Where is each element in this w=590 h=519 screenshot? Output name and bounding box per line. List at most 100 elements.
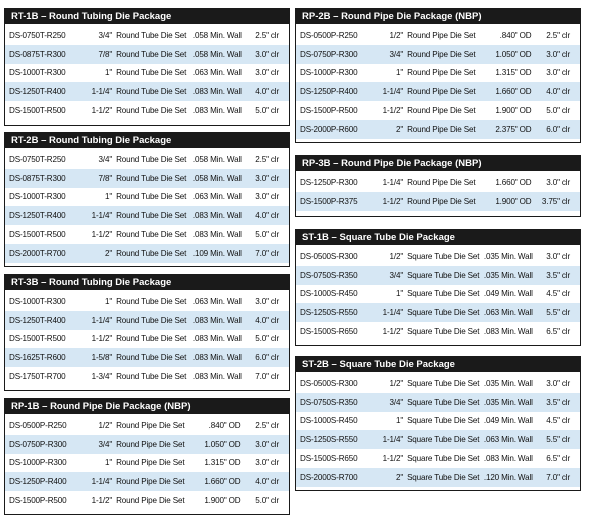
- clearance-cell: 7.0" clr: [242, 367, 289, 386]
- panel-title: RP-1B – Round Pipe Die Package (NBP): [5, 399, 289, 416]
- table-row: DS-0500S-R300 1/2" Square Tube Die Set .035…: [296, 247, 580, 266]
- size-cell: 7/8": [80, 44, 115, 64]
- description-cell: Round Tube Die Set: [114, 348, 193, 368]
- description-cell: Square Tube Die Set: [405, 392, 484, 412]
- clearance-cell: 3.75" clr: [533, 191, 580, 211]
- spec-cell: .083 Min. Wall: [192, 206, 243, 226]
- size-cell: 1": [80, 187, 115, 207]
- panel-title: RT-1B – Round Tubing Die Package: [5, 9, 289, 26]
- description-cell: Square Tube Die Set: [405, 303, 484, 323]
- part-number-cell: DS-1500P-R375: [296, 191, 372, 211]
- size-cell: 1-1/2": [371, 191, 406, 211]
- table-row: DS-0750S-R350 3/4" Square Tube Die Set .035…: [296, 392, 580, 412]
- description-cell: Round Tube Die Set: [114, 82, 193, 102]
- clearance-cell: 5.5" clr: [533, 303, 580, 323]
- part-number-cell: DS-0750T-R250: [5, 150, 81, 169]
- spec-cell: 1.900" OD: [483, 101, 534, 120]
- description-cell: Square Tube Die Set: [405, 430, 484, 450]
- spec-cell: .058 Min. Wall: [192, 150, 243, 169]
- panel-title: ST-2B – Square Tube Die Package: [296, 357, 580, 374]
- part-number-cell: DS-1000P-R300: [296, 63, 372, 83]
- part-number-cell: DS-0500S-R300: [296, 247, 372, 266]
- part-number-cell: DS-0875T-R300: [5, 168, 81, 188]
- description-cell: Round Pipe Die Set: [114, 491, 193, 510]
- part-number-cell: DS-0500P-R250: [5, 416, 81, 435]
- clearance-cell: 3.0" clr: [533, 63, 580, 83]
- spec-cell: .035 Min. Wall: [483, 247, 534, 266]
- spec-cell: .083 Min. Wall: [192, 101, 243, 120]
- size-cell: 1/2": [80, 416, 115, 435]
- table-row: DS-1500P-R500 1-1/2" Round Pipe Die Set 1.9…: [296, 101, 580, 120]
- size-cell: 7/8": [80, 168, 115, 188]
- size-cell: 1-1/4": [371, 82, 406, 102]
- table-row: DS-1500S-R650 1-1/2" Square Tube Die Set .0…: [296, 449, 580, 468]
- description-cell: Round Pipe Die Set: [405, 173, 484, 192]
- spec-cell: .120 Min. Wall: [483, 467, 534, 487]
- table-row: DS-0750P-R300 3/4" Round Pipe Die Set 1.050…: [5, 434, 289, 454]
- clearance-cell: 6.0" clr: [242, 348, 289, 368]
- table-row: DS-1000S-R450 1" Square Tube Die Set .049 M…: [296, 411, 580, 431]
- description-cell: Round Tube Die Set: [114, 367, 193, 386]
- clearance-cell: 4.0" clr: [242, 472, 289, 492]
- size-cell: 1/2": [371, 26, 406, 45]
- spec-cell: .083 Min. Wall: [192, 329, 243, 349]
- size-cell: 1-1/2": [371, 101, 406, 120]
- table-row: DS-1500T-R500 1-1/2" Round Tube Die Set .08…: [5, 329, 289, 349]
- clearance-cell: 2.5" clr: [242, 26, 289, 45]
- spec-cell: .083 Min. Wall: [192, 225, 243, 244]
- spec-cell: .035 Min. Wall: [483, 392, 534, 412]
- spec-cell: 1.660" OD: [483, 173, 534, 192]
- size-cell: 1/2": [371, 247, 406, 266]
- table-row: DS-2000T-R700 2" Round Tube Die Set .109 Mi…: [5, 243, 289, 263]
- clearance-cell: 7.0" clr: [242, 243, 289, 263]
- table-row: DS-0500P-R250 1/2" Round Pipe Die Set .840"…: [296, 26, 580, 45]
- die-set-table: DS-1000T-R300 1" Round Tube Die Set .063 Mi…: [5, 292, 289, 386]
- clearance-cell: 5.5" clr: [533, 430, 580, 450]
- size-cell: 1-1/4": [80, 310, 115, 330]
- size-cell: 3/4": [371, 44, 406, 64]
- description-cell: Square Tube Die Set: [405, 467, 484, 487]
- clearance-cell: 3.0" clr: [533, 44, 580, 64]
- size-cell: 1": [80, 292, 115, 311]
- part-number-cell: DS-1250P-R300: [296, 173, 372, 192]
- description-cell: Round Tube Die Set: [114, 206, 193, 226]
- description-cell: Round Tube Die Set: [114, 310, 193, 330]
- size-cell: 1/2": [371, 374, 406, 393]
- table-row: DS-1000P-R300 1" Round Pipe Die Set 1.315" …: [296, 63, 580, 83]
- spec-cell: .083 Min. Wall: [483, 322, 534, 341]
- clearance-cell: 2.5" clr: [242, 416, 289, 435]
- description-cell: Round Tube Die Set: [114, 168, 193, 188]
- spec-cell: .049 Min. Wall: [483, 411, 534, 431]
- table-row: DS-1250T-R400 1-1/4" Round Tube Die Set .08…: [5, 310, 289, 330]
- die-set-table: DS-0500S-R300 1/2" Square Tube Die Set .035…: [296, 374, 580, 487]
- table-row: DS-0750T-R250 3/4" Round Tube Die Set .058 …: [5, 150, 289, 169]
- size-cell: 2": [80, 243, 115, 263]
- clearance-cell: 3.0" clr: [242, 63, 289, 83]
- clearance-cell: 6.5" clr: [533, 322, 580, 341]
- table-row: DS-1500P-R500 1-1/2" Round Pipe Die Set 1.9…: [5, 491, 289, 510]
- description-cell: Round Tube Die Set: [114, 150, 193, 169]
- description-cell: Round Tube Die Set: [114, 101, 193, 120]
- part-number-cell: DS-0750S-R350: [296, 265, 372, 285]
- part-number-cell: DS-0750T-R250: [5, 26, 81, 45]
- panel-title: RT-2B – Round Tubing Die Package: [5, 133, 289, 150]
- part-number-cell: DS-1250P-R400: [5, 472, 81, 492]
- part-number-cell: DS-0500S-R300: [296, 374, 372, 393]
- part-number-cell: DS-1250P-R400: [296, 82, 372, 102]
- table-row: DS-1250P-R400 1-1/4" Round Pipe Die Set 1.6…: [5, 472, 289, 492]
- part-number-cell: DS-1000T-R300: [5, 63, 81, 83]
- panel-title: RP-3B – Round Pipe Die Package (NBP): [296, 156, 580, 173]
- description-cell: Round Tube Die Set: [114, 44, 193, 64]
- clearance-cell: 4.5" clr: [533, 411, 580, 431]
- table-row: DS-1250T-R400 1-1/4" Round Tube Die Set .08…: [5, 82, 289, 102]
- package-panel-rt-3b: RT-3B – Round Tubing Die Package DS-1000…: [4, 274, 290, 391]
- part-number-cell: DS-1000P-R300: [5, 453, 81, 473]
- description-cell: Round Pipe Die Set: [405, 119, 484, 139]
- size-cell: 1-1/4": [371, 430, 406, 450]
- table-row: DS-0750T-R250 3/4" Round Tube Die Set .058 …: [5, 26, 289, 45]
- part-number-cell: DS-0750P-R300: [296, 44, 372, 64]
- description-cell: Round Pipe Die Set: [405, 191, 484, 211]
- panel-title: RT-3B – Round Tubing Die Package: [5, 275, 289, 292]
- package-panel-st-1b: ST-1B – Square Tube Die Package DS-0500S…: [295, 229, 581, 346]
- clearance-cell: 5.0" clr: [242, 329, 289, 349]
